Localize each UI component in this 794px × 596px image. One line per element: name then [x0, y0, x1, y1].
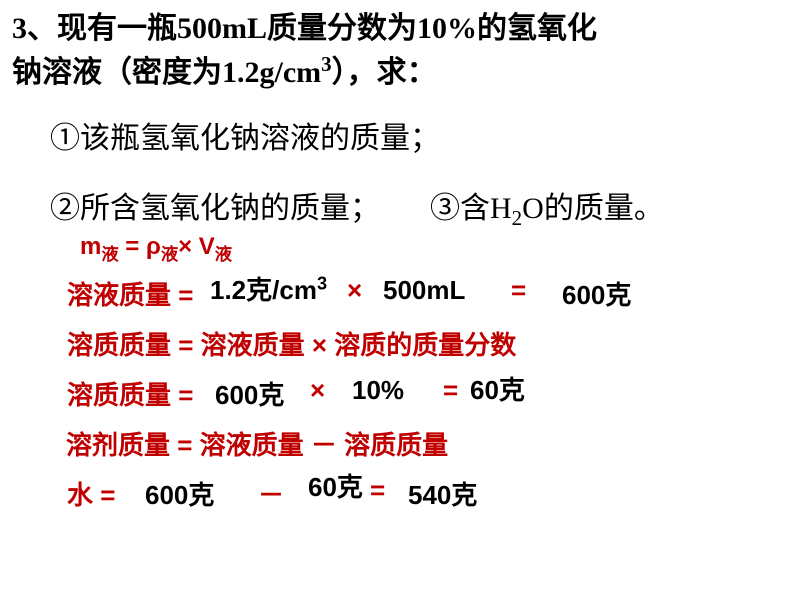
q-line1: 现有一瓶500mL质量分数为10%的氢氧化	[57, 12, 597, 45]
solute-v1: 600克	[215, 375, 284, 412]
solute-v2: 10%	[352, 375, 404, 406]
solute-label: 溶质质量 =	[67, 375, 193, 412]
sub-question-2: ②所含氢氧化钠的质量；	[50, 183, 380, 227]
water-v1: 600克	[145, 475, 214, 512]
solution-density: 1.2克/cm3	[210, 270, 327, 307]
f-m: m	[80, 233, 101, 260]
formula-mass: m液 = ρ液× V液	[80, 233, 232, 265]
solute-formula: 溶质质量 = 溶液质量 × 溶质的质量分数	[67, 325, 516, 362]
q-sup: 3	[321, 52, 332, 76]
solution-eq: =	[511, 275, 526, 306]
solution-mass-label: 溶液质量 =	[67, 275, 193, 312]
question-text: 3、现有一瓶500mL质量分数为10%的氢氧化 钠溶液（密度为1.2g/cm3）…	[12, 8, 772, 94]
water-result: 540克	[408, 475, 477, 512]
sub-question-1: ①该瓶氢氧化钠溶液的质量；	[50, 113, 440, 157]
solution-volume: 500mL	[383, 275, 465, 306]
f-times: × V	[178, 233, 215, 260]
f-rho-sub: 液	[161, 244, 178, 264]
f-v-sub: 液	[215, 244, 232, 264]
water-eq: =	[370, 475, 385, 506]
solution-times: ×	[347, 275, 362, 306]
sub3-b: O的质量。	[522, 192, 664, 225]
solvent-formula: 溶剂质量 = 溶液质量 － 溶质质量	[66, 425, 448, 462]
solute-times: ×	[310, 375, 325, 406]
f-eq1: = ρ	[119, 233, 161, 260]
density-val: 1.2克/cm	[210, 275, 317, 305]
sub3-a: ③含H	[430, 192, 512, 225]
q-line2a: 钠溶液（密度为1.2g/cm	[12, 56, 321, 89]
solute-result: 60克	[470, 370, 525, 407]
water-v2: 60克	[308, 467, 363, 504]
density-sup: 3	[317, 273, 327, 293]
water-minus: －	[258, 475, 284, 512]
q-number: 3、	[12, 12, 57, 45]
water-label: 水 =	[67, 475, 115, 512]
solute-eq: =	[443, 375, 458, 406]
q-line2b: ），求：	[332, 56, 437, 89]
sub-question-3: ③含H2O的质量。	[430, 183, 664, 231]
solution-result: 600克	[562, 275, 631, 312]
f-m-sub: 液	[101, 244, 118, 264]
sub3-sub: 2	[512, 206, 523, 230]
